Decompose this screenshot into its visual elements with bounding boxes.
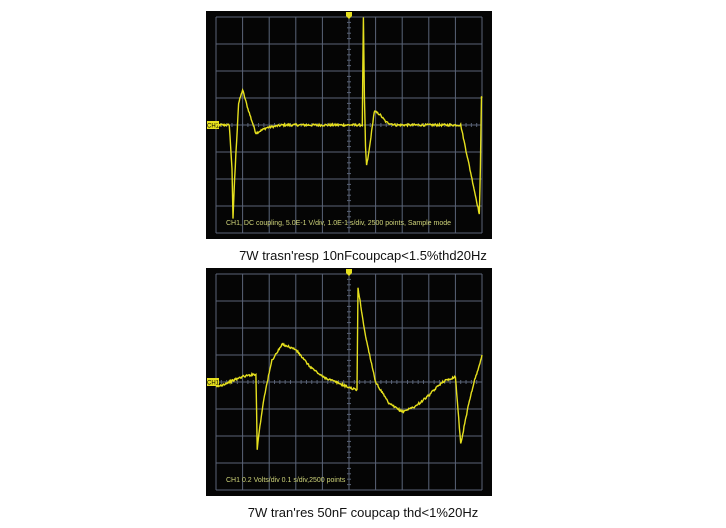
trigger-marker-icon bbox=[346, 269, 352, 276]
channel-marker-box bbox=[207, 121, 219, 129]
channel-marker-label: CH1 bbox=[207, 381, 220, 387]
scope-screen-1: CH1 CH1, DC coupling, 5.0E-1 V/div, 1.0E… bbox=[206, 11, 492, 239]
waveform-trace bbox=[215, 17, 483, 219]
scope-screen-2: CH1 CH1 0.2 Volts/div 0.1 s/div,2500 poi… bbox=[206, 268, 492, 496]
waveform-trace bbox=[216, 287, 483, 450]
trigger-marker-icon bbox=[346, 12, 352, 19]
scope-plot-1: CH1 bbox=[207, 12, 483, 234]
chart-caption-1: 7W trasn'resp 10nFcoupcap<1.5%thd20Hz bbox=[239, 248, 487, 263]
status-line-2: CH1 0.2 Volts/div 0.1 s/div,2500 points bbox=[226, 477, 346, 484]
channel-marker-label: CH1 bbox=[207, 124, 220, 130]
chart-caption-2: 7W tran'res 50nF coupcap thd<1%20Hz bbox=[247, 505, 479, 520]
scope-plot-2: CH1 bbox=[207, 269, 483, 491]
channel-marker: CH1 bbox=[207, 121, 220, 130]
scope-grid bbox=[215, 16, 483, 234]
channel-marker: CH1 bbox=[207, 378, 220, 387]
status-line-1: CH1, DC coupling, 5.0E-1 V/div, 1.0E-1 s… bbox=[226, 220, 452, 227]
channel-marker-box bbox=[207, 378, 219, 386]
